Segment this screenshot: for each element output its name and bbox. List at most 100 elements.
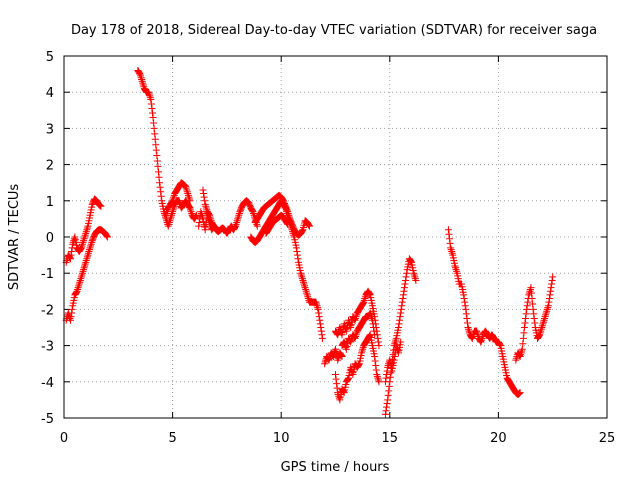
data-point (135, 68, 143, 76)
data-point (187, 206, 195, 214)
data-point (175, 197, 183, 205)
data-point (170, 193, 178, 201)
data-point (82, 228, 90, 236)
data-point (86, 246, 94, 254)
data-point (354, 362, 362, 370)
data-point (234, 215, 242, 223)
y-tick-label: 1 (46, 195, 54, 210)
data-point (410, 269, 418, 277)
data-point (401, 280, 409, 288)
data-point (283, 219, 291, 227)
data-point (531, 319, 539, 327)
data-point (352, 333, 360, 341)
data-point (248, 206, 256, 214)
data-point (318, 331, 326, 339)
data-point (374, 338, 382, 346)
data-point (394, 347, 402, 355)
data-point (346, 322, 354, 330)
data-point (68, 309, 76, 317)
data-point (412, 276, 420, 284)
data-point (385, 382, 393, 390)
data-point (358, 347, 366, 355)
data-point (520, 324, 528, 331)
data-point (293, 247, 301, 255)
data-point (103, 232, 111, 240)
data-point (540, 316, 548, 324)
data-point (542, 309, 550, 317)
data-point (253, 222, 261, 230)
data-point (516, 389, 524, 397)
data-point (400, 287, 408, 295)
data-point (385, 387, 393, 395)
data-point (81, 260, 89, 268)
data-point (81, 262, 89, 270)
data-point (153, 157, 161, 165)
data-point (87, 240, 95, 248)
data-point (80, 266, 88, 274)
data-point (397, 309, 405, 317)
data-point (67, 251, 75, 259)
data-point (83, 224, 91, 232)
data-point (80, 264, 88, 272)
data-point (204, 209, 212, 217)
data-point (360, 298, 368, 306)
data-point (547, 284, 555, 292)
data-point (168, 199, 176, 207)
data-point (233, 217, 241, 225)
data-point (313, 302, 321, 310)
data-point (411, 273, 419, 281)
data-point (74, 285, 82, 293)
data-point (519, 340, 527, 348)
data-point (146, 94, 154, 102)
data-point (406, 257, 414, 265)
data-point (191, 213, 199, 221)
data-point (192, 212, 200, 220)
data-point (152, 146, 160, 154)
data-point (383, 400, 391, 408)
data-point (396, 313, 404, 321)
data-point (371, 352, 379, 360)
data-point (283, 206, 291, 214)
data-point (76, 276, 84, 284)
data-point (197, 209, 205, 217)
data-point (366, 332, 374, 340)
data-point (78, 269, 86, 277)
data-point (297, 271, 305, 279)
data-point (185, 193, 193, 201)
data-point (391, 352, 399, 360)
data-point (447, 244, 455, 252)
data-point (517, 349, 525, 357)
data-point (464, 324, 472, 331)
data-point (397, 305, 405, 313)
data-point (138, 76, 146, 84)
data-point (392, 342, 400, 350)
data-point (348, 369, 356, 377)
data-point (478, 336, 486, 344)
data-point (206, 211, 214, 219)
data-point (70, 235, 78, 243)
data-point (69, 240, 77, 248)
data-point (78, 242, 86, 250)
data-point (235, 211, 243, 219)
data-point (199, 186, 207, 194)
data-point (298, 275, 306, 283)
data-point (384, 396, 392, 404)
data-points (62, 66, 557, 418)
data-point (541, 313, 549, 321)
data-point (78, 271, 86, 279)
data-point (386, 373, 394, 381)
data-point (301, 282, 309, 290)
data-point (299, 278, 307, 286)
data-point (146, 92, 154, 100)
data-point (231, 224, 239, 232)
data-point (83, 226, 91, 234)
data-point (526, 287, 534, 295)
data-point (375, 378, 383, 386)
data-point (87, 242, 95, 250)
data-point (517, 351, 525, 359)
data-point (195, 222, 203, 230)
data-point (79, 267, 87, 275)
data-point (202, 204, 210, 212)
data-point (103, 233, 111, 241)
data-point (463, 319, 471, 327)
